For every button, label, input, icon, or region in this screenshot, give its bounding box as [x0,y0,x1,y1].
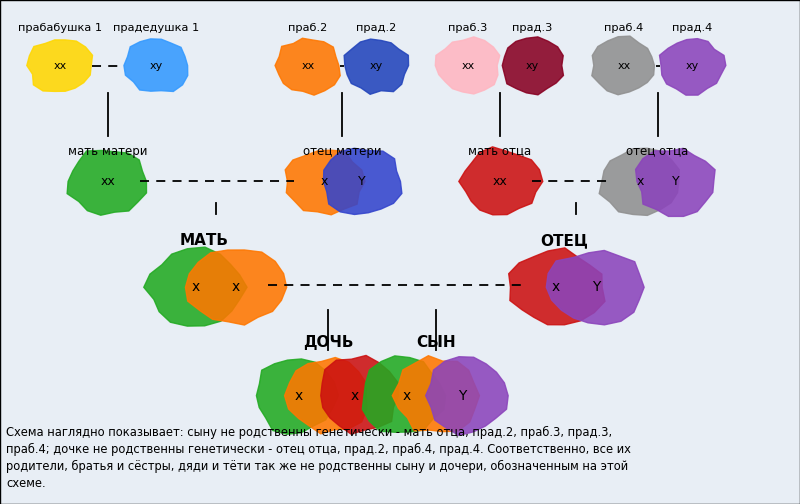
Polygon shape [362,356,446,432]
Polygon shape [285,357,367,434]
Text: ху: ху [686,60,698,71]
Text: праб.3: праб.3 [448,23,488,33]
Text: прад.2: прад.2 [356,23,396,33]
Text: х: х [320,175,328,188]
Polygon shape [257,359,338,434]
Polygon shape [344,39,409,94]
Polygon shape [435,37,500,94]
Text: ОТЕЦ: ОТЕЦ [540,233,588,248]
Text: отец отца: отец отца [626,145,689,158]
Text: х: х [350,389,358,403]
Polygon shape [124,39,188,91]
Text: Y: Y [672,175,680,188]
Polygon shape [275,38,340,95]
Text: отец матери: отец матери [303,145,382,158]
Text: мать отца: мать отца [469,145,531,158]
Polygon shape [426,357,508,435]
Polygon shape [323,148,402,215]
Text: ху: ху [526,60,538,71]
Text: СЫН: СЫН [416,335,456,350]
Text: х: х [192,280,200,294]
Text: ху: ху [150,60,162,71]
Text: прадедушка 1: прадедушка 1 [113,23,199,33]
Polygon shape [67,151,146,215]
Text: Y: Y [592,280,600,294]
Text: прабабушка 1: прабабушка 1 [18,23,102,33]
Text: хх: хх [302,60,314,71]
Text: хх: хх [462,60,474,71]
Text: хх: хх [54,60,66,71]
Text: х: х [636,175,644,188]
Polygon shape [392,356,479,431]
Text: ДОЧЬ: ДОЧЬ [302,335,354,350]
Text: х: х [232,280,240,294]
Text: праб.4: праб.4 [604,23,644,33]
Text: Y: Y [458,389,466,403]
Text: х: х [294,389,302,403]
Polygon shape [599,148,679,215]
Polygon shape [321,355,398,434]
Polygon shape [636,148,715,216]
Polygon shape [502,37,563,95]
Text: хх: хх [618,60,630,71]
Text: Y: Y [358,175,366,188]
Polygon shape [546,250,644,325]
Text: хх: хх [101,175,115,188]
Polygon shape [286,150,365,215]
Text: хх: хх [493,175,507,188]
Polygon shape [592,36,654,95]
Text: мать матери: мать матери [68,145,148,158]
Text: ху: ху [370,60,382,71]
Text: прад.4: прад.4 [672,23,712,33]
Text: Схема наглядно показывает: сыну не родственны генетически - мать отца, прад.2, п: Схема наглядно показывает: сыну не родст… [6,426,631,490]
Polygon shape [186,250,286,325]
Text: х: х [552,280,560,294]
Text: праб.2: праб.2 [288,23,328,33]
Polygon shape [144,247,247,326]
Polygon shape [27,40,93,91]
Text: х: х [402,389,410,403]
Polygon shape [509,248,605,325]
Polygon shape [459,147,542,215]
Text: прад.3: прад.3 [512,23,552,33]
Text: МАТЬ: МАТЬ [179,233,229,248]
Polygon shape [659,39,726,95]
